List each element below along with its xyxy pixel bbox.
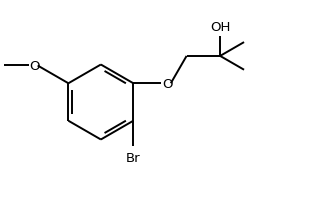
- Text: OH: OH: [210, 21, 230, 34]
- Text: O: O: [162, 77, 173, 90]
- Text: Br: Br: [126, 152, 141, 164]
- Text: O: O: [30, 60, 40, 73]
